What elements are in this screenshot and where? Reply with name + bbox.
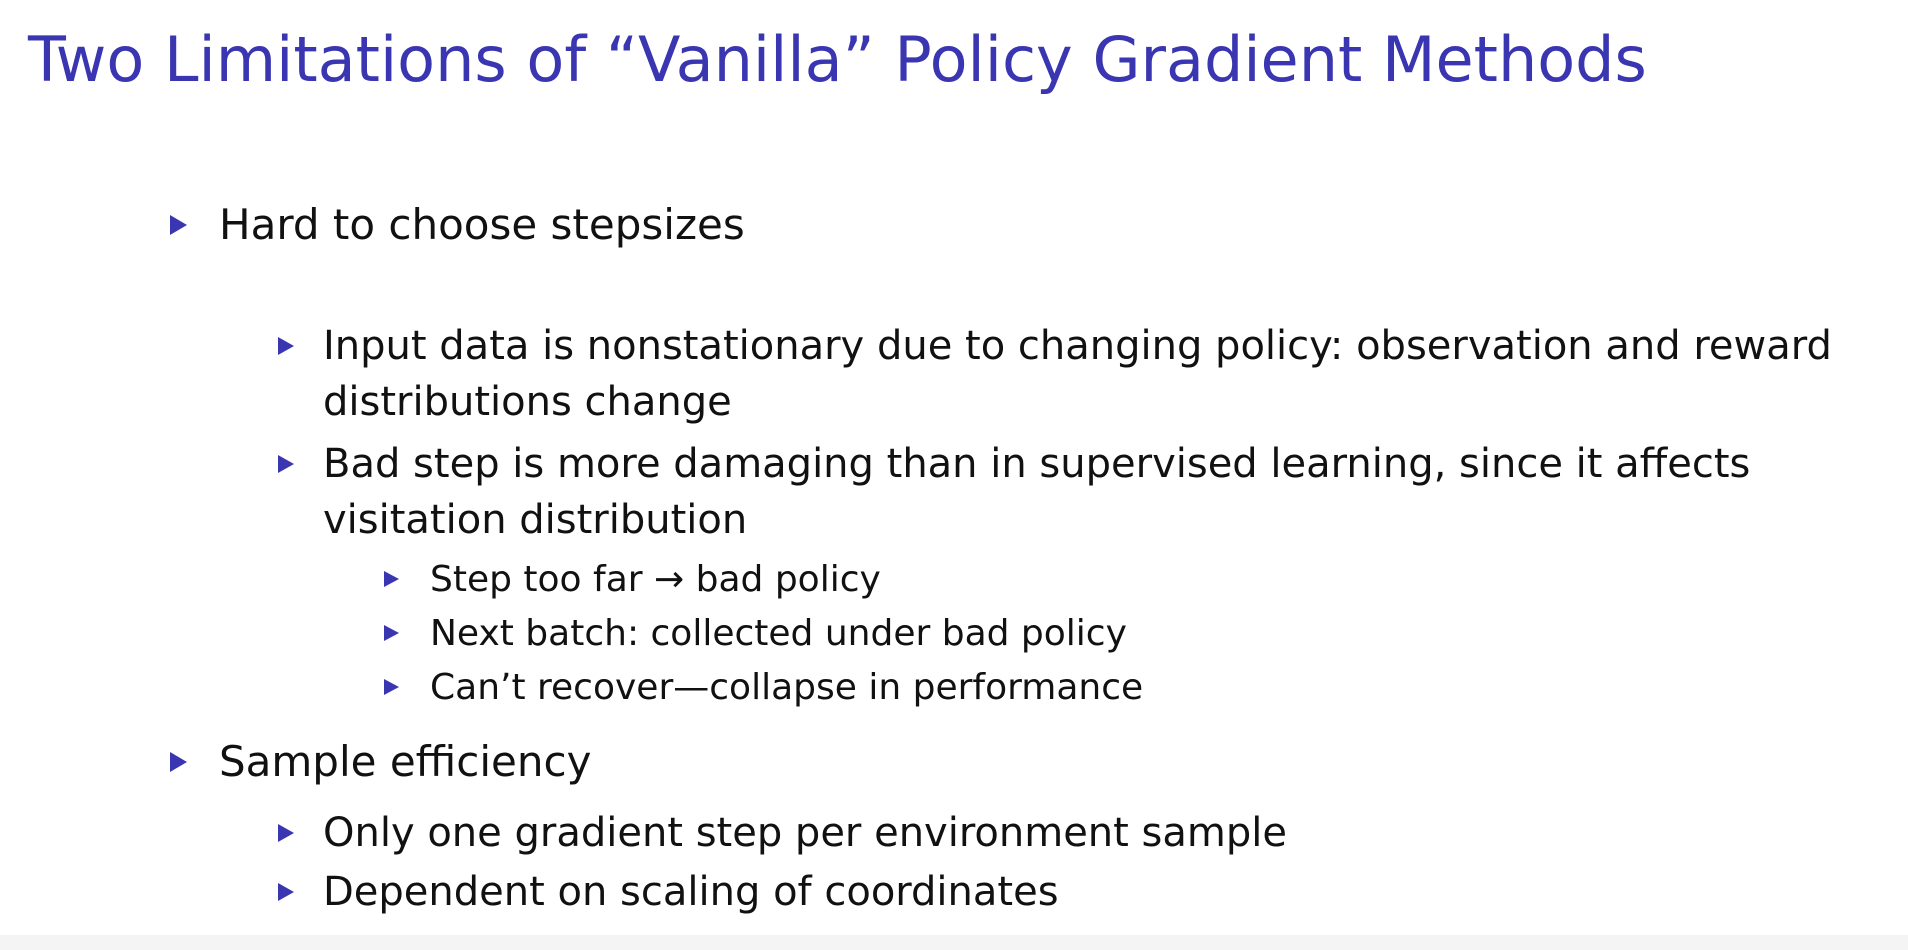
- subbullet-text: Input data is nonstationary due to chang…: [323, 323, 1832, 425]
- bullet-triangle-icon: [278, 824, 294, 842]
- bullet-triangle-icon: [278, 455, 294, 473]
- subbullet-one-gradient-step: Only one gradient step per environment s…: [0, 805, 1883, 861]
- bullet-triangle-icon: [384, 571, 399, 587]
- bullet-hard-to-choose-stepsizes: Hard to choose stepsizes: [0, 196, 745, 254]
- bullet-triangle-icon: [170, 752, 187, 772]
- bullet-triangle-icon: [278, 883, 294, 901]
- subsubbullet-text: Step too far → bad policy: [430, 559, 881, 600]
- subsubbullet-cant-recover: Can’t recover—collapse in performance: [0, 661, 1143, 715]
- bullet-text: Hard to choose stepsizes: [219, 200, 745, 249]
- subbullet-text: Bad step is more damaging than in superv…: [323, 441, 1751, 543]
- subbullet-bad-step-damaging: Bad step is more damaging than in superv…: [0, 436, 1908, 548]
- bullet-text: Sample efficiency: [219, 737, 592, 786]
- subsubbullet-next-batch: Next batch: collected under bad policy: [0, 607, 1127, 661]
- bottom-strip: [0, 935, 1908, 950]
- subbullet-scaling-coordinates: Dependent on scaling of coordinates: [0, 864, 1883, 920]
- bullet-triangle-icon: [170, 215, 187, 235]
- bullet-sample-efficiency: Sample efficiency: [0, 733, 591, 791]
- subsubbullet-text: Can’t recover—collapse in performance: [430, 667, 1144, 708]
- subsubbullet-text: Next batch: collected under bad policy: [430, 613, 1127, 654]
- subsubbullet-step-too-far: Step too far → bad policy: [0, 553, 881, 607]
- subbullet-text: Only one gradient step per environment s…: [323, 810, 1287, 856]
- slide-title: Two Limitations of “Vanilla” Policy Grad…: [28, 23, 1647, 96]
- bullet-triangle-icon: [278, 337, 294, 355]
- bullet-triangle-icon: [384, 679, 399, 695]
- bullet-triangle-icon: [384, 625, 399, 641]
- subbullet-text: Dependent on scaling of coordinates: [323, 869, 1059, 915]
- subbullet-nonstationary-input: Input data is nonstationary due to chang…: [0, 318, 1908, 430]
